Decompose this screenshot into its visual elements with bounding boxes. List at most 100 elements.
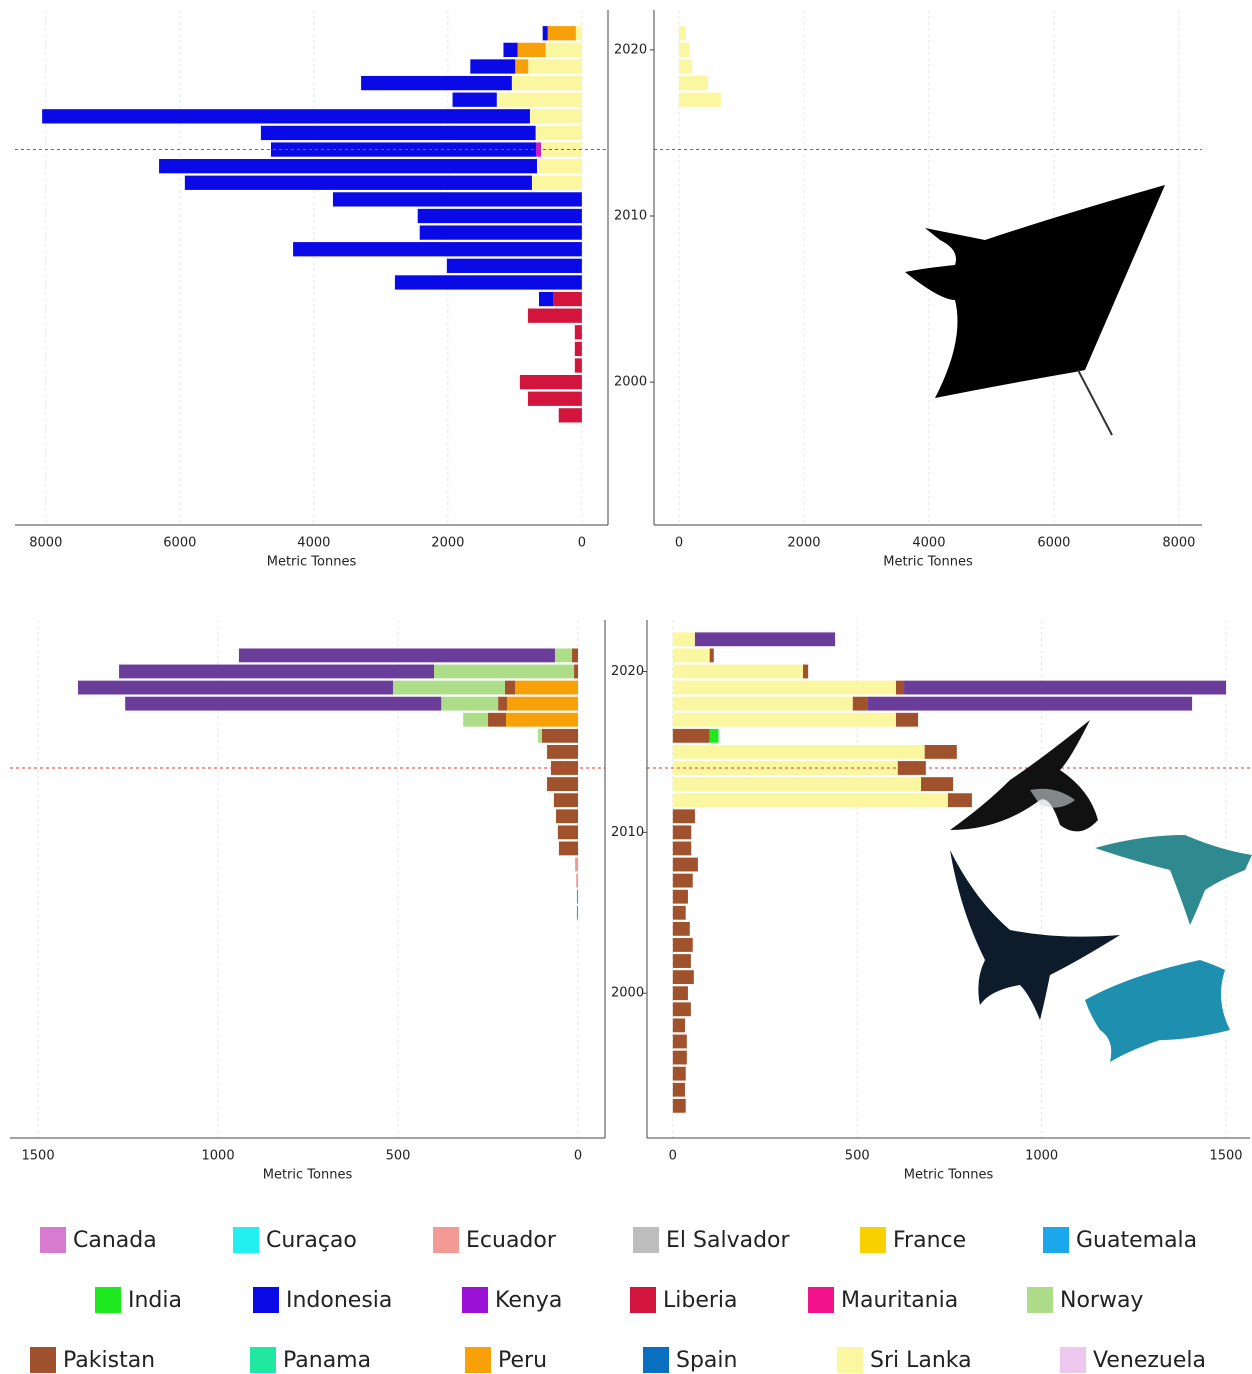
bar-segment — [672, 986, 688, 1001]
bar-segment — [531, 175, 582, 190]
legend-label: El Salvador — [666, 1228, 790, 1253]
y-tick-label: 2010 — [614, 209, 647, 224]
bar-segment — [527, 308, 582, 323]
bar-segment — [529, 109, 582, 124]
bar-segment — [535, 125, 582, 141]
bar-segment — [672, 696, 853, 711]
bar-segment — [672, 777, 922, 792]
bar-segment — [542, 26, 548, 41]
bar-segment — [538, 291, 554, 307]
x-tick-label: 0 — [578, 536, 586, 551]
bar-segment — [576, 889, 579, 904]
bar-segment — [672, 1082, 685, 1097]
bar-segment — [867, 696, 1193, 711]
bar-segment — [571, 648, 579, 663]
bar-segment — [921, 777, 954, 792]
x-tick-label: 6000 — [163, 536, 196, 551]
y-tick-label: 2000 — [614, 375, 647, 390]
bar-segment — [672, 793, 948, 808]
bar-segment — [545, 42, 582, 58]
bar-segment — [924, 744, 957, 759]
bar-segment — [446, 258, 582, 273]
bar-segment — [538, 728, 543, 743]
bar-segment — [672, 825, 692, 840]
x-tick-label: 500 — [845, 1149, 870, 1164]
bar-segment — [895, 680, 905, 695]
bar-segment — [542, 728, 579, 743]
bar-segment — [672, 664, 804, 679]
bar-segment — [803, 664, 809, 679]
bar-segment — [452, 92, 497, 107]
bar-segment — [672, 744, 925, 759]
bar-segment — [574, 664, 579, 679]
legend-label: Mauritania — [841, 1288, 958, 1313]
manta-photo — [1030, 788, 1075, 808]
bar-segment — [515, 680, 579, 695]
bar-segment — [672, 728, 710, 743]
bar-segment — [574, 341, 582, 357]
bar-segment — [503, 42, 518, 58]
x-tick-label: 0 — [675, 536, 683, 551]
y-tick-label: 2010 — [611, 825, 644, 840]
bar-segment — [672, 921, 690, 936]
legend-swatch — [30, 1347, 56, 1373]
bar-segment — [332, 192, 582, 207]
legend-label: Pakistan — [63, 1348, 155, 1373]
bar-segment — [904, 680, 1227, 695]
legend-swatch — [630, 1287, 656, 1313]
bar-segment — [672, 712, 896, 727]
bar-segment — [672, 1066, 686, 1081]
x-axis-label: Metric Tonnes — [267, 555, 357, 570]
legend-label: Guatemala — [1076, 1228, 1197, 1253]
manta-tail — [1077, 369, 1113, 436]
bar-segment — [672, 1050, 687, 1065]
x-axis-label: Metric Tonnes — [263, 1168, 353, 1183]
bar-segment — [238, 648, 555, 663]
x-tick-label: 8000 — [29, 536, 62, 551]
bar-segment — [672, 1018, 685, 1033]
bar-segment — [515, 59, 529, 74]
bar-segment — [392, 680, 505, 695]
legend-swatch — [633, 1227, 659, 1253]
x-tick-label: 6000 — [1037, 536, 1070, 551]
bar-segment — [507, 696, 579, 711]
legend-swatch — [253, 1287, 279, 1313]
bar-segment — [672, 680, 896, 695]
bar-segment — [553, 291, 582, 307]
x-tick-label: 500 — [386, 1149, 411, 1164]
bar-segment — [678, 92, 721, 107]
bar-segment — [574, 358, 582, 373]
bar-segment — [678, 59, 693, 74]
legend-swatch — [837, 1347, 863, 1373]
bar-segment — [419, 225, 582, 240]
manta-photo — [1095, 835, 1252, 925]
legend-label: Ecuador — [466, 1228, 557, 1253]
legend-swatch — [1060, 1347, 1086, 1373]
bar-segment — [394, 275, 582, 290]
bar-segment — [506, 712, 579, 727]
bar-segment — [557, 825, 579, 840]
legend-label: Sri Lanka — [870, 1348, 972, 1373]
bar-segment — [678, 26, 686, 41]
bar-segment — [434, 664, 575, 679]
x-axis-label: Metric Tonnes — [904, 1168, 994, 1183]
x-tick-label: 2000 — [787, 536, 820, 551]
bar-segment — [361, 75, 512, 91]
legend-label: Kenya — [495, 1288, 562, 1313]
bar-segment — [575, 857, 579, 872]
bar-segment — [672, 970, 694, 985]
bar-segment — [553, 793, 579, 808]
bar-segment — [260, 125, 536, 141]
manta-photo — [1085, 960, 1230, 1062]
manta-photo — [950, 720, 1098, 832]
x-tick-label: 1500 — [22, 1149, 55, 1164]
legend-swatch — [1043, 1227, 1069, 1253]
legend-label: Peru — [498, 1348, 547, 1373]
bar-segment — [125, 696, 442, 711]
bar-segment — [678, 42, 690, 58]
x-tick-label: 0 — [669, 1149, 677, 1164]
manta-silhouette — [905, 185, 1165, 398]
legend-swatch — [465, 1347, 491, 1373]
bar-segment — [947, 793, 972, 808]
legend-swatch — [250, 1347, 276, 1373]
